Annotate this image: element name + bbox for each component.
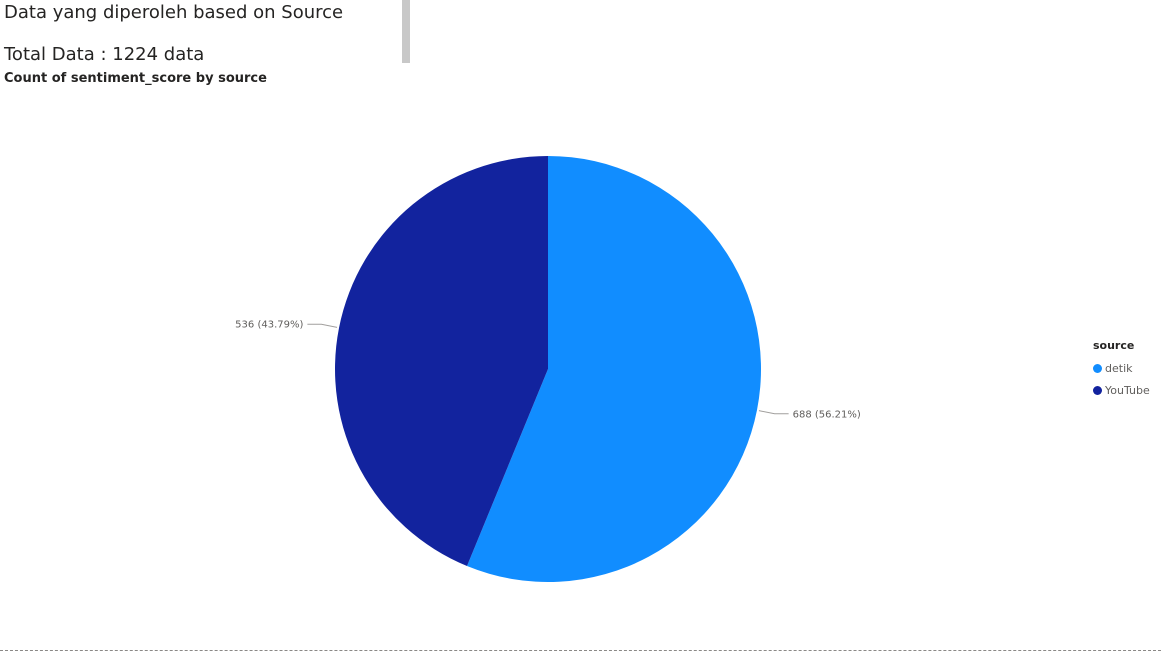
- legend-label-detik: detik: [1105, 361, 1133, 375]
- legend-label-youtube: YouTube: [1105, 383, 1150, 397]
- page-title: Data yang diperoleh based on Source: [4, 2, 344, 23]
- total-data-text: Total Data : 1224 data: [4, 44, 205, 65]
- page-bottom-border: [0, 650, 1161, 651]
- pie-slice-youtube[interactable]: [335, 156, 548, 566]
- data-label-detik: 688 (56.21%): [793, 409, 861, 420]
- chart-title: Count of sentiment_score by source: [4, 71, 267, 86]
- leader-line-detik: [758, 410, 789, 415]
- legend-dot-detik: [1093, 363, 1102, 373]
- legend-title: source: [1093, 339, 1135, 352]
- leader-line-youtube: [307, 323, 338, 328]
- data-label-youtube: 536 (43.79%): [235, 320, 303, 331]
- pie-chart: 688 (56.21%) 536 (43.79%): [235, 156, 861, 582]
- legend-item-detik[interactable]: detik: [1093, 357, 1150, 379]
- legend-dot-youtube: [1093, 385, 1102, 395]
- legend-item-youtube[interactable]: YouTube: [1093, 379, 1150, 401]
- divider-bar: [402, 0, 410, 63]
- legend: source detik YouTube: [1093, 339, 1150, 401]
- pie-chart-visual[interactable]: Count of sentiment_score by source 688 (…: [0, 68, 1161, 649]
- pie-slice-detik[interactable]: [466, 156, 762, 582]
